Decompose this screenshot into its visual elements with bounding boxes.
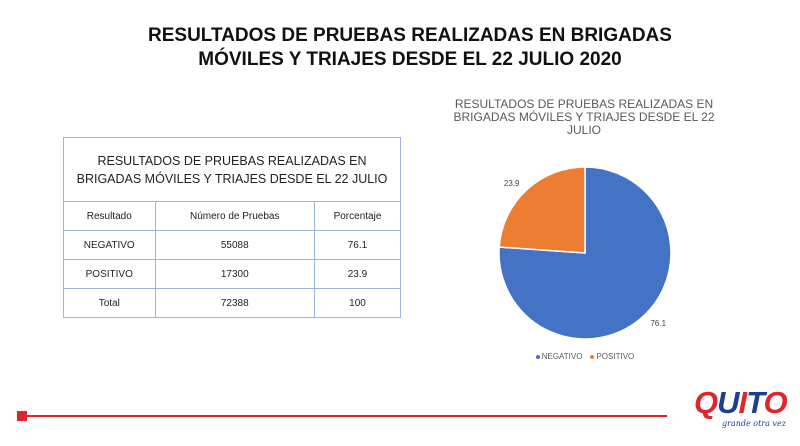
table-row-positivo: POSITIVO 17300 23.9 bbox=[63, 259, 402, 289]
table-row-total: Total 72388 100 bbox=[63, 288, 402, 318]
logo-letter: O bbox=[763, 385, 788, 420]
column-header-porcentaje: Porcentaje bbox=[313, 201, 402, 231]
legend-dot-icon bbox=[590, 354, 595, 359]
table-header-row: Resultado Número de Pruebas Porcentaje bbox=[63, 201, 402, 231]
column-header-numero-pruebas: Número de Pruebas bbox=[154, 201, 315, 231]
results-table: RESULTADOS DE PRUEBAS REALIZADAS EN BRIG… bbox=[63, 137, 402, 318]
table-cell: 23.9 bbox=[313, 259, 402, 289]
pie-chart: 76.1 23.9 bbox=[498, 166, 672, 340]
logo-letter: Q bbox=[694, 385, 718, 420]
legend-item-negativo: NEGATIVO bbox=[535, 352, 583, 361]
pie-slice-negativo bbox=[498, 166, 672, 340]
chart-legend: NEGATIVO POSITIVO bbox=[520, 352, 650, 361]
quito-logo-tagline: grande otra vez bbox=[722, 419, 786, 428]
legend-item-positivo: POSITIVO bbox=[590, 352, 634, 361]
slide-title-line-1: RESULTADOS DE PRUEBAS REALIZADAS EN BRIG… bbox=[148, 25, 672, 46]
logo-letter: T bbox=[746, 385, 764, 420]
quito-logo: QUITO grande otra vez bbox=[694, 386, 790, 438]
data-label-positivo: 23.9 bbox=[504, 179, 520, 188]
table-cell: 100 bbox=[313, 288, 402, 318]
table-cell: 76.1 bbox=[313, 230, 402, 260]
table-cell: 55088 bbox=[154, 230, 315, 260]
quito-logo-wordmark: QUITO bbox=[694, 385, 788, 420]
footer-square bbox=[17, 411, 27, 421]
legend-label-positivo: POSITIVO bbox=[596, 352, 635, 361]
logo-letter: U bbox=[717, 385, 739, 420]
table-caption: RESULTADOS DE PRUEBAS REALIZADAS EN BRIG… bbox=[63, 137, 401, 202]
slide-title-line-2: MÓVILES Y TRIAJES DESDE EL 22 JULIO 2020 bbox=[198, 49, 622, 70]
table-row-negativo: NEGATIVO 55088 76.1 bbox=[63, 230, 402, 260]
chart-title: RESULTADOS DE PRUEBAS REALIZADAS EN BRIG… bbox=[453, 97, 715, 137]
table-cell: 17300 bbox=[154, 259, 315, 289]
table-caption-line-2: BRIGADAS MÓVILES Y TRIAJES DESDE EL 22 J… bbox=[76, 171, 388, 186]
table-cell: Total bbox=[63, 288, 156, 318]
footer-divider bbox=[27, 415, 667, 417]
legend-label-negativo: NEGATIVO bbox=[541, 352, 583, 361]
table-caption-line-1: RESULTADOS DE PRUEBAS REALIZADAS EN bbox=[97, 153, 367, 168]
table-cell: NEGATIVO bbox=[63, 230, 156, 260]
table-cell: POSITIVO bbox=[63, 259, 156, 289]
legend-dot-icon bbox=[535, 354, 540, 359]
slide-title: RESULTADOS DE PRUEBAS REALIZADAS EN BRIG… bbox=[60, 24, 760, 72]
pie-slice-positivo bbox=[498, 166, 586, 254]
logo-letter: I bbox=[738, 385, 748, 420]
table-cell: 72388 bbox=[154, 288, 315, 318]
column-header-resultado: Resultado bbox=[63, 201, 156, 231]
data-label-negativo: 76.1 bbox=[650, 319, 666, 328]
